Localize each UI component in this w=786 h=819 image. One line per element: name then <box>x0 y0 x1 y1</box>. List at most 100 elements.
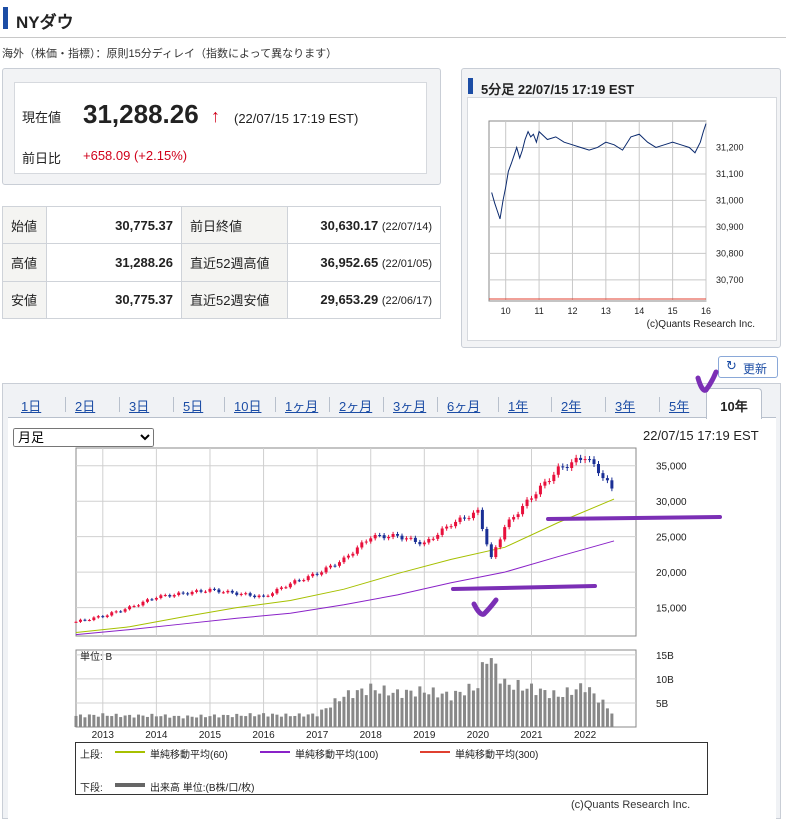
volume-bar <box>574 689 578 727</box>
candle-body <box>463 517 467 519</box>
prev-close-date: (22/07/14) <box>381 220 432 233</box>
candle-body <box>333 565 337 567</box>
candle-body <box>257 595 261 598</box>
tab-separator <box>173 397 174 412</box>
page-header <box>0 0 786 38</box>
volume-bar <box>145 716 149 727</box>
volume-bar <box>498 683 502 727</box>
tab-2[interactable]: 2日 <box>75 399 96 414</box>
tab-11[interactable]: 2年 <box>561 399 582 414</box>
low52-cell: 29,653.29 (22/06/17) <box>287 280 441 320</box>
volume-bar <box>132 717 136 727</box>
candle-body <box>360 542 364 548</box>
intraday-x-tick: 12 <box>567 306 577 316</box>
volume-bar <box>463 695 467 727</box>
year-tick: 2018 <box>360 730 383 741</box>
candle-body <box>208 588 212 592</box>
candle-body <box>404 538 408 540</box>
volume-bar <box>543 690 547 727</box>
refresh-icon[interactable]: ↻ <box>726 358 737 373</box>
volume-bar <box>583 692 587 727</box>
volume-bar <box>315 716 319 727</box>
volume-bar <box>204 717 208 727</box>
candle-body <box>190 591 194 595</box>
legend-volume-swatch <box>115 783 145 787</box>
volume-bar <box>570 694 574 727</box>
tab-12[interactable]: 3年 <box>615 399 636 414</box>
ma60-line <box>75 498 615 633</box>
tab-9[interactable]: 6ヶ月 <box>447 399 481 414</box>
volume-bar <box>507 684 511 727</box>
year-tick: 2015 <box>199 730 222 741</box>
change-value: +658.09 (+2.15%) <box>83 148 188 163</box>
intraday-y-tick: 30,700 <box>716 275 744 285</box>
tab-5[interactable]: 10日 <box>234 399 262 414</box>
volume-bar <box>311 713 315 727</box>
period-select[interactable]: 月足 <box>13 428 154 447</box>
candle-body <box>324 567 328 573</box>
tab-separator <box>605 397 606 412</box>
tab-separator <box>224 397 225 412</box>
candle-body <box>270 593 274 596</box>
volume-bar <box>275 714 279 727</box>
candle-body <box>467 518 471 520</box>
candle-body <box>601 473 605 479</box>
year-tick: 2017 <box>306 730 329 741</box>
tab-13[interactable]: 5年 <box>669 399 690 414</box>
tab-8[interactable]: 3ヶ月 <box>393 399 427 414</box>
volume-bar <box>253 716 257 727</box>
tab-10y[interactable]: 10年 <box>706 388 762 419</box>
page-title: NYダウ <box>16 13 74 32</box>
volume-bar <box>360 688 364 727</box>
volume-bar <box>235 713 239 727</box>
candle-body <box>337 562 341 566</box>
tab-4[interactable]: 5日 <box>183 399 204 414</box>
delay-note: 海外（株価・指標）：原則15分ディレイ（指数によって異なります） <box>2 48 338 60</box>
intraday-price-line <box>491 123 707 220</box>
candle-body <box>87 620 91 622</box>
price-y-tick: 20,000 <box>656 568 687 579</box>
candle-body <box>154 598 158 600</box>
candle-body <box>445 526 449 529</box>
intraday-title: 5分足 22/07/15 17:19 EST <box>481 82 635 97</box>
tab-7[interactable]: 2ヶ月 <box>339 399 373 414</box>
candle-body <box>400 535 404 540</box>
tab-10[interactable]: 1年 <box>508 399 529 414</box>
volume-bar <box>284 713 288 727</box>
volume-bar <box>199 714 203 727</box>
candle-body <box>150 599 154 601</box>
tab-1[interactable]: 1日 <box>21 399 42 414</box>
refresh-button[interactable]: 更新 <box>718 356 778 378</box>
volume-bar <box>181 718 185 727</box>
volume-bar <box>248 713 252 727</box>
volume-bar <box>123 715 127 727</box>
candle-body <box>320 572 324 575</box>
volume-bar <box>489 658 493 727</box>
candle-body <box>373 535 377 539</box>
volume-bar <box>592 693 596 727</box>
low-label: 安値 <box>2 280 47 320</box>
price-y-tick: 30,000 <box>656 497 687 508</box>
tab-6[interactable]: 1ヶ月 <box>285 399 319 414</box>
candle-body <box>588 459 592 461</box>
volume-bar <box>471 690 475 727</box>
volume-bar <box>610 713 614 727</box>
volume-bar <box>226 715 230 727</box>
candle-body <box>168 595 172 597</box>
quote-box <box>14 82 427 174</box>
candle-body <box>248 593 252 596</box>
candle-body <box>538 485 542 495</box>
tab-3[interactable]: 3日 <box>129 399 150 414</box>
candle-body <box>543 481 547 486</box>
intraday-x-tick: 13 <box>601 306 611 316</box>
volume-bar <box>288 716 292 727</box>
chart-copyright: (c)Quants Research Inc. <box>571 799 691 811</box>
intraday-x-tick: 16 <box>701 306 711 316</box>
candle-body <box>494 547 498 558</box>
stats-row-open: 始値 30,775.37 前日終値 30,630.17 (22/07/14) <box>2 205 441 245</box>
intraday-y-tick: 30,900 <box>716 222 744 232</box>
tab-separator <box>275 397 276 412</box>
volume-bar <box>436 697 440 727</box>
volume-bar <box>105 715 109 727</box>
candle-body <box>476 509 480 513</box>
